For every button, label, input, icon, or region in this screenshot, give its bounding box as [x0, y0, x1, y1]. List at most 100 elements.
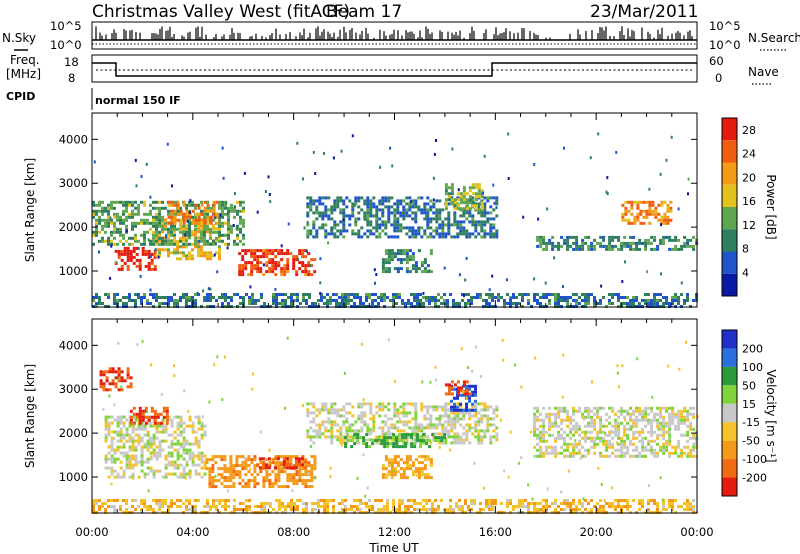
echo-cell — [241, 464, 245, 468]
echo-cell — [251, 299, 254, 302]
echo-cell — [644, 454, 648, 458]
echo-cell — [632, 448, 636, 452]
echo-cell — [450, 183, 454, 187]
echo-cell — [256, 261, 260, 265]
echo-cell — [348, 199, 352, 203]
echo-cell — [413, 499, 416, 502]
echo-cell — [557, 406, 561, 410]
echo-cell — [533, 415, 537, 419]
echo-cell — [450, 186, 454, 190]
echo-cell — [447, 414, 451, 418]
echo-cell — [299, 302, 302, 305]
echo-cell — [456, 235, 460, 239]
echo-cell — [306, 232, 310, 236]
echo-cell — [477, 211, 481, 215]
echo-cell — [486, 220, 490, 224]
echo-cell — [143, 203, 146, 207]
echo-cell — [155, 236, 158, 240]
echo-cell — [563, 238, 567, 242]
echo-cell — [188, 448, 192, 452]
echo-cell — [116, 457, 120, 461]
echo-cell — [312, 199, 316, 203]
echo-cell — [92, 499, 95, 502]
echo-cell — [110, 221, 113, 225]
echo-cell — [313, 458, 317, 462]
echo-cell — [381, 202, 385, 206]
echo-cell — [221, 499, 224, 502]
echo-cell — [527, 302, 530, 305]
echo-cell — [405, 420, 409, 424]
echo-cell — [557, 409, 561, 413]
echo-cell — [584, 430, 588, 434]
echo-cell — [108, 388, 112, 392]
echo-cell — [425, 439, 429, 443]
echo-cell — [441, 226, 445, 230]
echo-cell — [152, 293, 155, 296]
echo-cell — [301, 461, 305, 465]
echo-cell — [438, 199, 442, 203]
echo-cell — [671, 412, 675, 416]
echo-cell — [480, 414, 484, 418]
echo-cell — [459, 386, 463, 390]
echo-cell — [140, 233, 143, 237]
echo-cell — [176, 206, 180, 210]
echo-cell — [98, 250, 100, 254]
echo-cell — [393, 223, 397, 227]
echo-cell — [227, 206, 230, 210]
echo-cell — [203, 251, 206, 255]
echo-cell — [392, 296, 395, 299]
echo-cell — [683, 406, 687, 410]
echo-cell — [203, 218, 207, 222]
echo-cell — [95, 499, 98, 502]
echo-cell — [327, 214, 331, 218]
echo-cell — [221, 293, 224, 296]
echo-cell — [351, 232, 355, 236]
echo-cell — [336, 229, 340, 233]
echo-cell — [468, 201, 472, 205]
echo-cell — [459, 198, 463, 202]
echo-cell — [107, 293, 110, 296]
echo-cell — [686, 238, 690, 242]
echo-cell — [605, 454, 609, 458]
echo-cell — [182, 242, 185, 246]
echo-cell — [265, 249, 269, 253]
echo-cell — [578, 439, 582, 443]
echo-cell — [638, 241, 642, 245]
echo-cell — [578, 244, 582, 248]
echo-cell — [368, 445, 372, 449]
echo-cell — [453, 211, 457, 215]
echo-cell — [310, 467, 314, 471]
echo-cell — [135, 246, 139, 250]
echo-cell — [206, 239, 209, 243]
echo-cell — [447, 229, 451, 233]
echo-cell — [566, 418, 570, 422]
echo-cell — [599, 418, 603, 422]
echo-cell — [393, 461, 397, 465]
echo-cell — [221, 224, 224, 228]
echo-cell — [158, 221, 161, 225]
echo-cell — [417, 467, 421, 471]
echo-cell — [194, 242, 197, 246]
echo-cell — [554, 436, 558, 440]
echo-cell — [395, 302, 398, 305]
echo-cell — [140, 439, 144, 443]
echo-cell — [211, 470, 215, 474]
echo-cell — [419, 508, 422, 511]
echo-cell — [587, 302, 590, 305]
echo-cell — [278, 508, 281, 511]
echo-cell — [366, 205, 370, 209]
echo-cell — [420, 429, 424, 433]
echo-cell — [450, 198, 454, 202]
echo-cell — [357, 205, 361, 209]
echo-cell — [104, 293, 107, 296]
echo-cell — [309, 232, 313, 236]
echo-cell — [271, 249, 275, 253]
echo-cell — [656, 299, 659, 302]
echo-cell — [495, 202, 499, 206]
echo-cell — [333, 208, 337, 212]
echo-cell — [465, 380, 469, 384]
echo-cell — [274, 287, 277, 291]
echo-cell — [384, 420, 388, 424]
echo-cell — [266, 502, 269, 505]
echo-cell — [277, 464, 281, 468]
